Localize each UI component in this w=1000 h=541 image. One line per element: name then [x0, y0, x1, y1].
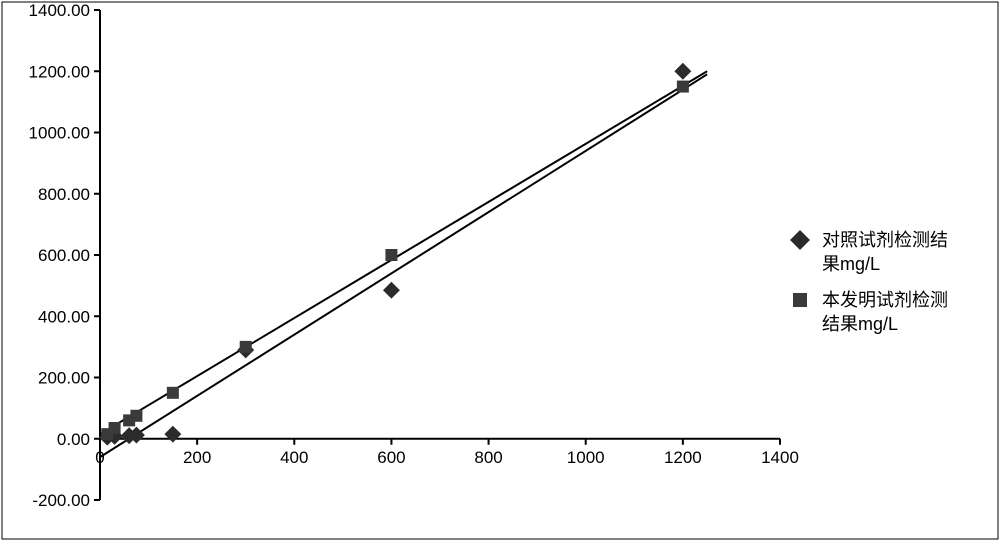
legend-label-invention-l1: 本发明试剂检测	[822, 290, 948, 310]
legend-label-control-l2: 果mg/L	[822, 254, 880, 274]
chart-svg: -200.00 0.00 200.00 400.00 600.00 800.00 1000.…	[0, 0, 1000, 541]
x-tick-label: 1200	[664, 448, 702, 467]
legend-label-invention-l2: 结果mg/L	[822, 314, 898, 334]
marker-invention	[677, 81, 689, 93]
marker-invention	[109, 422, 121, 434]
legend-marker-invention	[793, 293, 807, 307]
y-tick-label: 600.00	[38, 246, 90, 265]
trend-line-control	[100, 74, 707, 457]
chart-container: -200.00 0.00 200.00 400.00 600.00 800.00 1000.…	[0, 0, 1000, 541]
marker-invention	[130, 410, 142, 422]
y-tick-label: 0.00	[57, 430, 90, 449]
legend-label-control-l1: 对照试剂检测结	[822, 230, 948, 250]
x-tick-label: 800	[474, 448, 502, 467]
x-tick-label: 400	[280, 448, 308, 467]
x-tick-label: 200	[183, 448, 211, 467]
marker-control	[383, 282, 400, 299]
marker-invention	[240, 341, 252, 353]
x-tick-label: 1400	[761, 448, 799, 467]
y-tick-label: -200.00	[32, 491, 90, 510]
marker-invention	[167, 387, 179, 399]
y-tick-label: 400.00	[38, 307, 90, 326]
marker-invention	[385, 249, 397, 261]
x-tick-label: 600	[377, 448, 405, 467]
trend-line-invention	[100, 71, 707, 434]
legend-marker-control	[790, 230, 810, 250]
x-tick-label: 0	[95, 448, 104, 467]
y-tick-label: 200.00	[38, 369, 90, 388]
marker-control	[164, 426, 181, 443]
marker-control	[674, 63, 691, 80]
y-tick-label: 1400.00	[29, 1, 90, 20]
y-tick-label: 1200.00	[29, 62, 90, 81]
y-tick-label: 1000.00	[29, 124, 90, 143]
x-tick-label: 1000	[567, 448, 605, 467]
y-tick-label: 800.00	[38, 185, 90, 204]
